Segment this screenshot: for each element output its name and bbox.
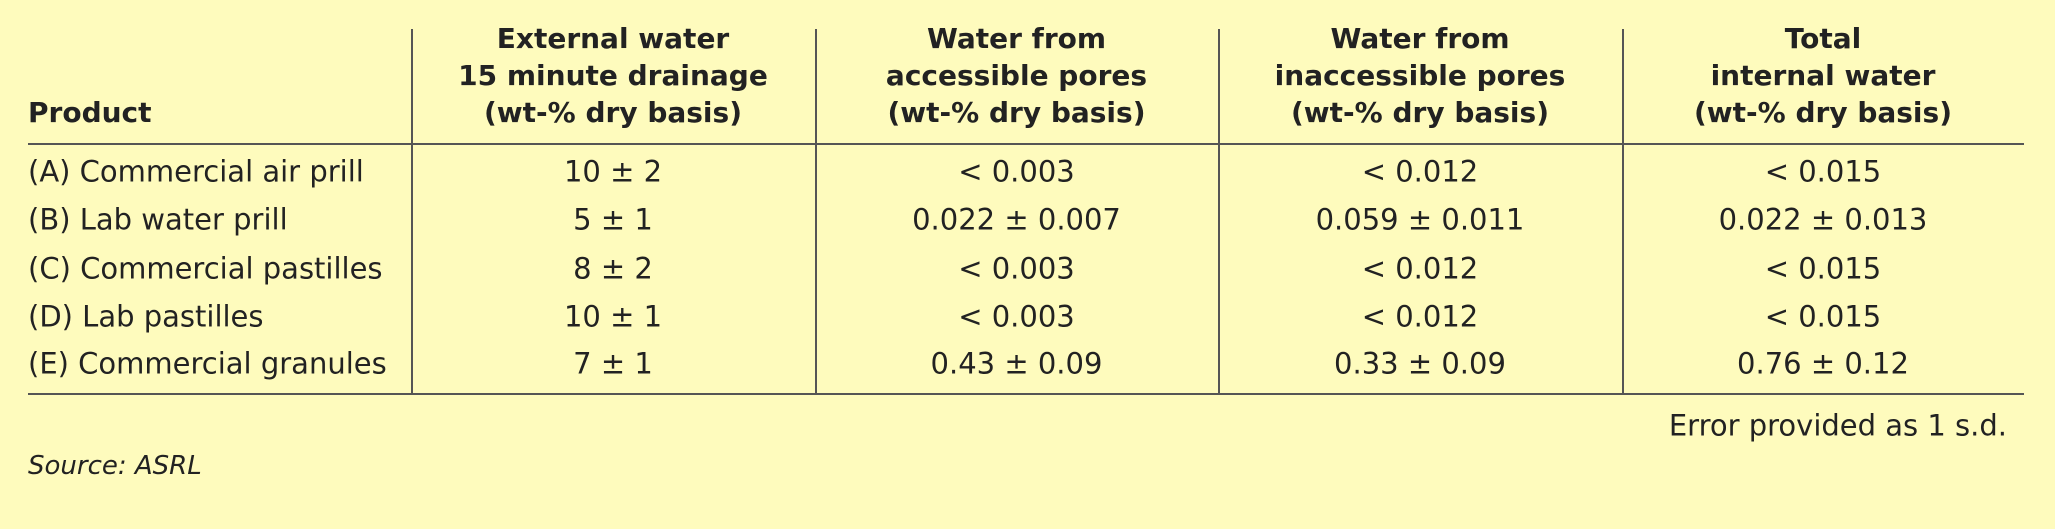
cell: 0.022 ± 0.007 [912, 202, 1121, 237]
cell: < 0.012 [1361, 251, 1479, 286]
cell: 0.33 ± 0.09 [1334, 346, 1506, 381]
cell: < 0.015 [1764, 299, 1882, 334]
cell: 7 ± 1 [573, 346, 653, 381]
cell: 0.059 ± 0.011 [1315, 202, 1525, 237]
column-header: (wt-% dry basis) [1291, 96, 1549, 129]
cell: 0.43 ± 0.09 [930, 346, 1103, 381]
cell: 0.76 ± 0.12 [1737, 346, 1909, 381]
column-header: 15 minute drainage [458, 59, 768, 92]
column-header: accessible pores [885, 59, 1148, 92]
column-divider [1622, 29, 1624, 394]
column-header: (wt-% dry basis) [484, 96, 742, 129]
column-header: External water [496, 22, 730, 55]
row-label: (E) Commercial granules [28, 346, 387, 381]
cell: < 0.003 [958, 251, 1075, 286]
cell: < 0.003 [958, 299, 1075, 334]
column-divider [1218, 29, 1220, 394]
column-header: Total [1784, 22, 1862, 55]
column-header: Water from [1330, 22, 1510, 55]
row-label: (A) Commercial air prill [28, 154, 364, 189]
cell: 5 ± 1 [573, 202, 653, 237]
bottom-rule [28, 393, 2024, 395]
cell: < 0.015 [1764, 251, 1882, 286]
column-header: (wt-% dry basis) [1694, 96, 1952, 129]
cell: 10 ± 1 [563, 299, 663, 334]
row-label: (C) Commercial pastilles [28, 251, 383, 286]
cell: 0.022 ± 0.013 [1718, 202, 1928, 237]
cell: < 0.012 [1361, 154, 1479, 189]
cell: < 0.003 [958, 154, 1075, 189]
column-header: (wt-% dry basis) [887, 96, 1146, 129]
row-label: (B) Lab water prill [28, 202, 288, 237]
column-header: internal water [1710, 59, 1936, 92]
footnote: Error provided as 1 s.d. [1668, 408, 2007, 443]
column-divider [411, 29, 413, 394]
row-label: (D) Lab pastilles [28, 299, 264, 334]
cell: 8 ± 2 [573, 251, 653, 286]
column-header: inaccessible pores [1274, 59, 1566, 92]
cell: < 0.015 [1764, 154, 1882, 189]
column-divider [815, 29, 817, 394]
column-header: Water from [926, 22, 1107, 55]
column-header: Product [28, 96, 152, 129]
header-rule [28, 143, 2024, 145]
source: Source: ASRL [28, 451, 202, 481]
cell: 10 ± 2 [563, 154, 663, 189]
cell: < 0.012 [1361, 299, 1479, 334]
